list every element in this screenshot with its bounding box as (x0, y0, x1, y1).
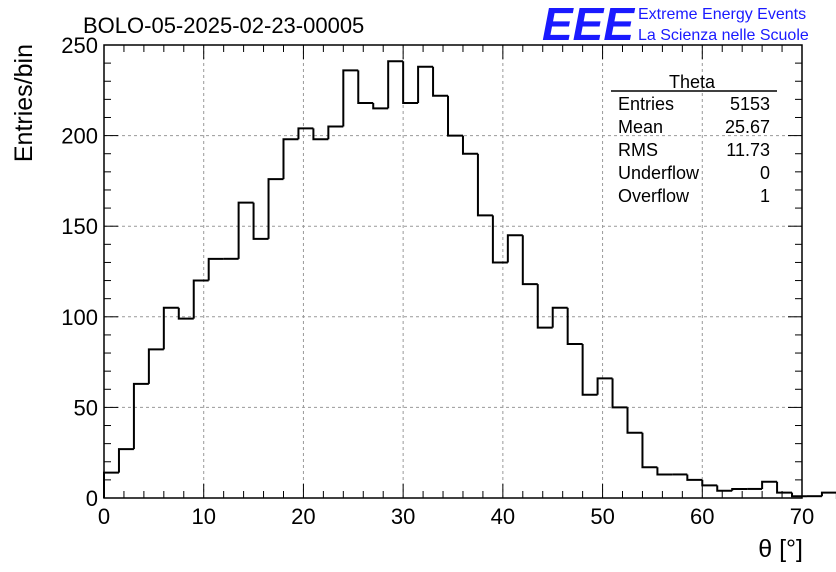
axis-ticks (103, 44, 803, 499)
stats-row-value: 1 (760, 186, 770, 206)
histogram-bin (267, 178, 284, 239)
histogram-bin (237, 201, 254, 259)
stats-row-value: 0 (760, 163, 770, 183)
stats-row-label: Mean (618, 117, 663, 137)
histogram-bin (731, 487, 748, 491)
histogram-bin (506, 234, 523, 263)
histogram-bin (297, 127, 314, 140)
histogram-bin (177, 307, 194, 320)
histogram-bin (461, 135, 478, 155)
histogram-bin (132, 382, 149, 450)
histogram-bin (491, 215, 508, 264)
histogram-bin (327, 125, 344, 140)
x-tick-label: 40 (491, 504, 515, 529)
histogram-bin (432, 66, 449, 97)
stats-row-value: 5153 (730, 94, 770, 114)
chart-title: BOLO-05-2025-02-23-00005 (83, 13, 364, 38)
histogram-bin (282, 138, 299, 180)
y-tick-label: 100 (61, 305, 98, 330)
histogram-bin (656, 467, 673, 476)
histogram-bin (402, 61, 419, 104)
histogram-bin (701, 479, 718, 487)
x-tick-label: 50 (590, 504, 614, 529)
histogram-bin (641, 432, 658, 469)
histogram-bin (417, 65, 434, 103)
y-tick-label: 150 (61, 214, 98, 239)
y-tick-label: 50 (74, 395, 98, 420)
histogram-bin (207, 257, 224, 281)
histogram-bin (312, 128, 329, 141)
histogram-bin (192, 279, 209, 319)
histogram-bin (596, 377, 613, 395)
x-tick-label: 30 (391, 504, 415, 529)
eee-logo-mark: EEE (542, 0, 635, 50)
y-tick-label: 250 (61, 33, 98, 58)
stats-row-label: Underflow (618, 163, 700, 183)
stats-row-label: Overflow (618, 186, 690, 206)
histogram-bin (820, 491, 836, 497)
eee-logo: EEE Extreme Energy Events La Scienza nel… (542, 0, 809, 50)
histogram-bin (536, 284, 553, 329)
stats-box: Theta Entries 5153 Mean 25.67 RMS 11.73 Underf… (611, 72, 777, 206)
stats-box-rows: Entries 5153 Mean 25.67 RMS 11.73 Underflow 0 Ov… (618, 94, 770, 206)
histogram-bin (357, 70, 374, 104)
x-tick-label: 20 (291, 504, 315, 529)
histogram-bin (551, 306, 568, 328)
histogram-bin (147, 348, 164, 384)
histogram-bin (447, 95, 463, 137)
histogram-bin (252, 202, 269, 240)
stats-row-value: 11.73 (726, 140, 770, 160)
y-tick-label: 0 (86, 486, 98, 511)
histogram-bin (521, 235, 538, 286)
stats-row-label: RMS (618, 140, 658, 160)
x-tick-label: 70 (790, 504, 814, 529)
histogram-bin (611, 378, 628, 409)
histogram-bin (776, 481, 793, 494)
histogram-bin (117, 448, 134, 473)
histogram-bin (566, 307, 583, 345)
stats-row-value: 25.67 (725, 117, 770, 137)
histogram-bin (761, 480, 778, 489)
stats-box-title: Theta (669, 72, 716, 92)
stats-row-label: Entries (618, 94, 674, 114)
histogram-bin (476, 153, 493, 217)
histogram-bin (372, 102, 389, 110)
histogram-bin (626, 407, 643, 434)
x-tick-label: 10 (191, 504, 215, 529)
histogram-series (103, 60, 836, 499)
eee-logo-line1: Extreme Energy Events (638, 6, 806, 23)
x-tick-label: 60 (690, 504, 714, 529)
histogram-bin (791, 492, 807, 498)
histogram-bin (342, 69, 359, 127)
x-tick-label: 0 (98, 504, 110, 529)
histogram-bin (581, 343, 598, 396)
plot-frame (103, 44, 803, 499)
x-axis-label: θ [°] (758, 535, 803, 563)
histogram-bin (103, 471, 119, 498)
histogram-bin (716, 485, 733, 492)
histogram-bin (686, 474, 703, 481)
histogram-bin (387, 60, 404, 109)
y-axis-label: Entries/bin (10, 44, 38, 162)
histogram-bin (162, 306, 179, 350)
eee-logo-line2: La Scienza nelle Scuole (638, 27, 809, 44)
y-tick-label: 200 (61, 124, 98, 149)
